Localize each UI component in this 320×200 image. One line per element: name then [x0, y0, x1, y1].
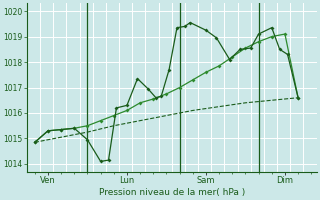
- X-axis label: Pression niveau de la mer( hPa ): Pression niveau de la mer( hPa ): [99, 188, 245, 197]
